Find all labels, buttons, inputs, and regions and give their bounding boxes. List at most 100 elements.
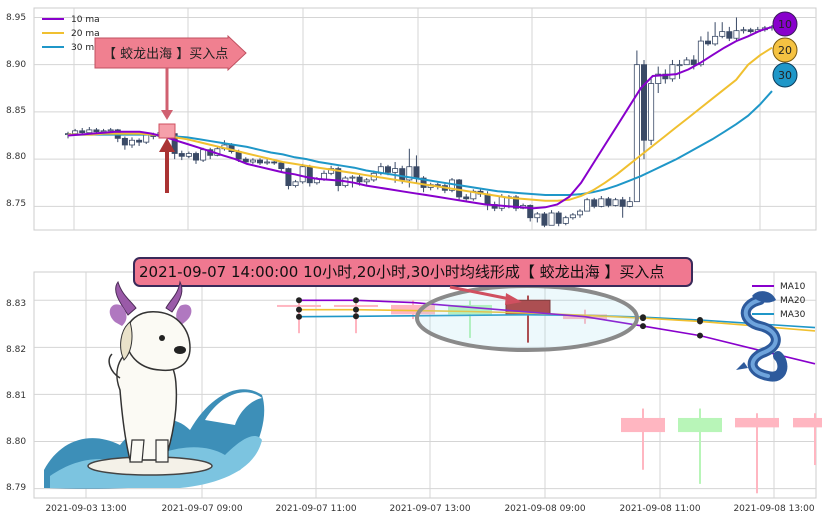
top-candle-body (569, 214, 576, 219)
top-legend: 10 ma 20 ma 30 ma (42, 15, 100, 53)
horn-shape (115, 280, 137, 316)
top-candle-body (690, 59, 697, 66)
top-candle-body (107, 129, 114, 132)
bottom-ytick: 8.79 (6, 483, 26, 493)
top-candle-body (363, 179, 370, 183)
top-ma-lines (67, 25, 773, 210)
dog-tail-shape (108, 353, 121, 379)
top-candle-body (605, 198, 612, 206)
bottom-candle-body (448, 304, 492, 315)
bottom-candle-body (793, 417, 822, 428)
bottom-candle-body (735, 417, 779, 428)
surfer-dog-illustration (44, 280, 265, 489)
ma20-circle (772, 37, 798, 63)
top-candle-body (548, 212, 555, 226)
top-candle-body (626, 201, 633, 207)
bottom-candle-body (334, 304, 378, 307)
bottom-candle-body (391, 304, 435, 315)
top-ytick: 8.75 (6, 199, 26, 209)
ma10-circle-label: 10 (778, 18, 792, 31)
top-candle-body (392, 168, 399, 173)
bottom-ytick: 8.80 (6, 437, 26, 447)
bottom-ma20-point (640, 315, 646, 322)
legend-label: MA10 (780, 282, 806, 292)
top-candle-body (648, 83, 655, 141)
top-candle-body (349, 176, 356, 179)
top-candle-body (534, 213, 541, 219)
buy-point-annotation: 【 蛟龙出海 】买入点 (94, 34, 247, 193)
top-candle-body (463, 196, 470, 200)
bottom-ma10-point (640, 323, 646, 330)
top-candle-body (655, 73, 662, 84)
top-candle-body (420, 177, 427, 188)
top-candle-body (306, 166, 313, 184)
top-candle-body (619, 199, 626, 207)
top-candle-body (271, 161, 278, 164)
top-candle-body (562, 217, 569, 224)
bottom-xtick: 2021-09-08 09:00 (504, 504, 585, 514)
ma10-circle (772, 11, 798, 37)
dragon-head-shape (752, 291, 776, 303)
bottom-ytick: 8.81 (6, 391, 26, 401)
bottom-ma20-point (353, 306, 359, 313)
top-candle-body (697, 40, 704, 66)
top-candle-body (178, 153, 185, 157)
top-candle-body (612, 199, 619, 206)
bottom-xtick: 2021-09-07 13:00 (389, 504, 470, 514)
annotation-up-arrow-icon (159, 138, 175, 152)
top-candle-body (384, 166, 391, 173)
top-candle-body (285, 168, 292, 187)
top-candle-body (591, 199, 598, 207)
dog-leg-shape (155, 439, 169, 463)
bottom-ma10-line (299, 299, 816, 365)
top-candle-body (733, 30, 740, 39)
top-candle-body (72, 130, 79, 135)
bottom-xtick: 2021-09-08 13:00 (733, 504, 814, 514)
top-ytick: 8.85 (6, 106, 26, 116)
annotation-label: 【 蛟龙出海 】买入点 (103, 47, 228, 62)
top-candle-body (278, 162, 285, 169)
bottom-ma-lines (296, 297, 816, 365)
dragon-claw-shape (736, 362, 748, 370)
fin-shape (109, 304, 127, 326)
top-candle-body (121, 137, 128, 146)
bottom-ma30-point (353, 313, 359, 320)
top-candle-body (299, 166, 306, 183)
banner-connector (449, 285, 511, 301)
top-candle-body (79, 130, 86, 134)
top-candle-body (192, 153, 199, 161)
ma20-circle-label: 20 (778, 44, 792, 57)
ma30-circle-label: 30 (778, 69, 792, 82)
top-candle-body (185, 153, 192, 157)
bottom-candle-body (277, 304, 321, 307)
top-candles (65, 17, 776, 228)
top-candle-body (264, 161, 271, 164)
top-candle-body (143, 134, 150, 143)
annotation-label-box (94, 34, 247, 72)
top-candle-body (200, 149, 207, 161)
ma-circles: 10 20 30 (772, 11, 798, 88)
top-candle-body (292, 181, 299, 186)
top-candle-body (242, 158, 249, 163)
horn-shape (165, 280, 183, 313)
bottom-candle-body (678, 417, 722, 433)
legend-label: 20 ma (71, 29, 100, 39)
legend-label: MA30 (780, 310, 806, 320)
banner-arrow-icon (505, 293, 522, 305)
top-candle-body (641, 64, 648, 141)
top-candle-body (256, 159, 263, 164)
dog-eye-shape (159, 335, 165, 341)
top-candle-body (356, 176, 363, 183)
bottom-ma10-point (697, 332, 703, 339)
top-candle-body (747, 29, 754, 33)
top-candle-body (669, 64, 676, 80)
top-candle-body (577, 210, 584, 216)
bottom-ytick: 8.82 (6, 345, 26, 355)
top-candle-body (676, 64, 683, 67)
top-candle-body (406, 166, 413, 181)
top-y-axis: 8.95 8.90 8.85 8.80 8.75 (6, 13, 26, 209)
dog-head-shape (125, 311, 191, 372)
fin-shape (176, 304, 192, 326)
bottom-ma10-point (353, 297, 359, 304)
